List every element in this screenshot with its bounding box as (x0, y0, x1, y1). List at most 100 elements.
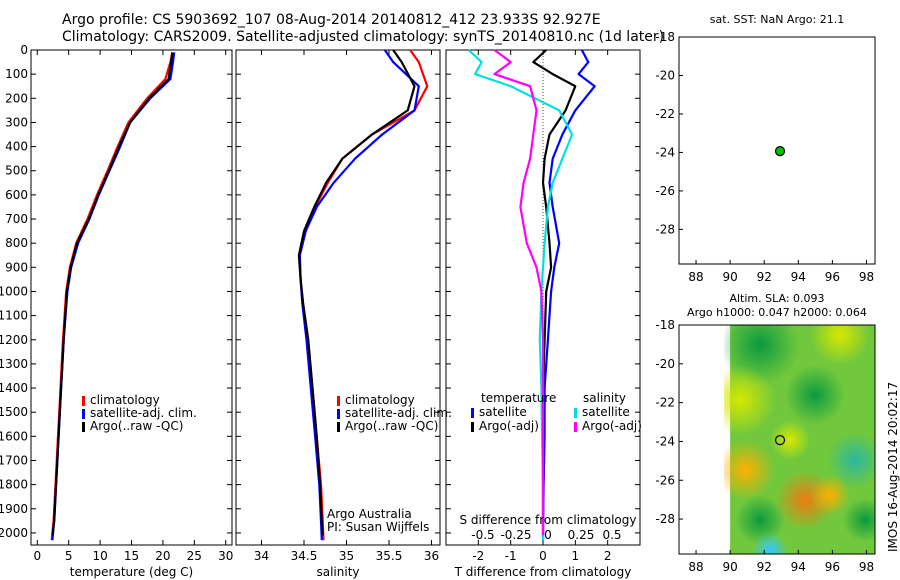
sla-map-title-1: Altim. SLA: 0.093 (729, 292, 824, 305)
sla-blob (810, 475, 850, 515)
salinity-xtick-label: 36 (424, 549, 439, 563)
depth-tick-label: 1900 (0, 502, 28, 516)
sla-blob (770, 420, 810, 460)
temperature-frame (30, 49, 233, 546)
sla_map-ytick-label: -26 (655, 473, 675, 487)
differences-xtick-label: 0 (539, 549, 547, 563)
salinity-series-2 (297, 49, 416, 536)
sla-blob (810, 325, 870, 365)
diff-top-label: S difference from climatology (460, 513, 637, 527)
temperature-xtick-label: 25 (187, 549, 202, 563)
sst_map-ytick-label: -20 (655, 68, 675, 82)
sla_map-frame (678, 324, 876, 555)
diff-legend-swatch (574, 408, 577, 418)
depth-tick-label: 900 (5, 260, 28, 274)
diff-top-tick-label: 0.5 (602, 528, 621, 542)
depth-tick-label: 1000 (0, 284, 28, 298)
diff-legend-title-salinity: salinity (583, 391, 626, 405)
sla_map-xtick-label: 90 (722, 560, 737, 574)
depth-tick-label: 1300 (0, 357, 28, 371)
differences-xtick-label: -2 (472, 549, 484, 563)
depth-tick-label: 1500 (0, 405, 28, 419)
sst_map-xtick-label: 98 (859, 270, 874, 284)
temperature-legend-swatch (82, 396, 85, 406)
diff-legend-swatch (574, 422, 577, 432)
sla_map-xtick-label: 98 (859, 560, 874, 574)
sst_map-ytick-label: -26 (655, 184, 675, 198)
temperature-xtick-label: 5 (65, 549, 73, 563)
sla_map-xtick-label: 88 (688, 560, 703, 574)
sla-blob (724, 440, 775, 500)
depth-tick-label: 1200 (0, 333, 28, 347)
sst-map-title: sat. SST: NaN Argo: 21.1 (710, 13, 844, 26)
sla-blob (752, 532, 788, 554)
sla_map-ytick-label: -22 (655, 396, 675, 410)
profile-title: Argo profile: CS 5903692_107 08-Aug-2014… (62, 12, 601, 28)
depth-tick-label: 1100 (0, 309, 28, 323)
diff-legend-label: Argo(-adj) (479, 419, 539, 433)
temperature-xlabel: temperature (deg C) (70, 565, 193, 579)
climatology-title: Climatology: CARS2009. Satellite-adjuste… (62, 29, 665, 45)
salinity-legend-swatch (337, 396, 340, 406)
differences-series-2 (467, 49, 574, 541)
sla_map-ytick-label: -24 (655, 434, 675, 448)
temperature-legend-label: Argo(..raw -QC) (90, 419, 183, 433)
temperature-xtick-label: 20 (155, 549, 170, 563)
salinity-xtick-label: 34 (254, 549, 269, 563)
sla-blob (843, 498, 875, 542)
sst_map-ytick-label: -24 (655, 145, 675, 159)
differences-series-0 (541, 49, 596, 541)
temperature-series-0 (50, 52, 174, 541)
temperature-legend-label: satellite-adj. clim. (90, 406, 197, 420)
temperature-series-1 (51, 52, 176, 541)
salinity-legend-label: climatology (345, 393, 415, 407)
diff-legend-label: Argo(-adj) (582, 419, 642, 433)
sst_map-xtick-label: 94 (791, 270, 806, 284)
sla_map-xtick-label: 96 (825, 560, 840, 574)
sla_map-xtick-label: 92 (757, 560, 772, 574)
diff-legend-title-temperature: temperature (481, 391, 556, 405)
salinity-legend-label: satellite-adj. clim. (345, 406, 452, 420)
depth-tick-label: 1700 (0, 453, 28, 467)
depth-tick-label: 600 (5, 188, 28, 202)
argo-australia-note: Argo Australia (327, 507, 412, 521)
sst_map-frame (678, 36, 876, 265)
differences-xtick-label: -1 (505, 549, 517, 563)
sla-blob (785, 365, 845, 425)
temperature-series-2 (51, 52, 174, 536)
diff-legend-label: satellite (582, 405, 630, 419)
depth-tick-label: 700 (5, 212, 28, 226)
temperature-legend-swatch (82, 422, 85, 432)
salinity-legend-label: Argo(..raw -QC) (345, 419, 438, 433)
diff-legend-swatch (471, 422, 474, 432)
depth-tick-label: 200 (5, 91, 28, 105)
diff-top-tick-label: 0.25 (568, 528, 595, 542)
temperature-xtick-label: 10 (92, 549, 107, 563)
salinity-xlabel: salinity (316, 565, 359, 579)
diff-top-tick-label: 0 (544, 528, 552, 542)
temperature-xtick-label: 30 (218, 549, 233, 563)
sst_map-xtick-label: 88 (688, 270, 703, 284)
differences-xtick-label: 2 (604, 549, 612, 563)
pi-note: PI: Susan Wijffels (327, 520, 429, 534)
salinity-frame (235, 49, 441, 546)
diff-top-tick-label: -0.5 (471, 528, 494, 542)
sla-blob (827, 432, 875, 488)
depth-tick-label: 1400 (0, 381, 28, 395)
sla_map-ytick-label: -20 (655, 357, 675, 371)
temperature-legend-swatch (82, 409, 85, 419)
sst_map-ytick-label: -18 (655, 30, 675, 44)
differences-xlabel: T difference from climatology (454, 565, 632, 579)
side-stamp: IMOS 16-Aug-2014 20:02:17 (886, 381, 900, 552)
depth-tick-label: 800 (5, 236, 28, 250)
diff-legend-label: satellite (479, 405, 527, 419)
temperature-legend-label: climatology (90, 393, 160, 407)
salinity-legend-swatch (337, 409, 340, 419)
depth-tick-label: 100 (5, 67, 28, 81)
sla-field (724, 325, 875, 554)
sla_map-ytick-label: -18 (655, 318, 675, 332)
sla_map-xtick-label: 94 (791, 560, 806, 574)
depth-tick-label: 1600 (0, 429, 28, 443)
depth-tick-label: 300 (5, 115, 28, 129)
depth-tick-label: 1800 (0, 478, 28, 492)
